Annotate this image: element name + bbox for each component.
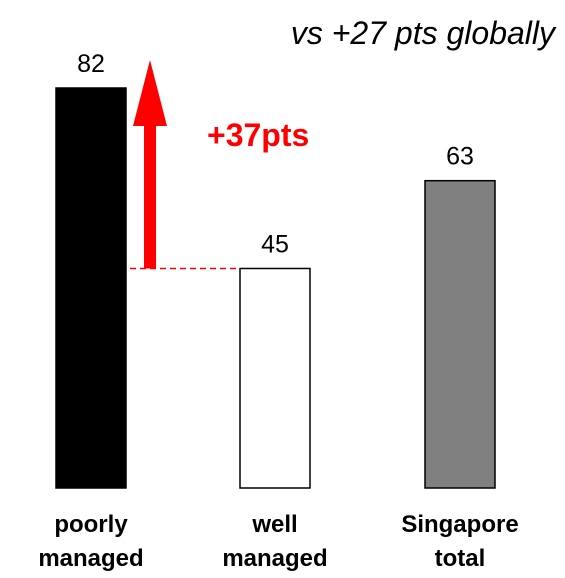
connector-layer (130, 60, 240, 270)
value-label-2: 63 (446, 143, 474, 171)
bar-1 (239, 267, 311, 489)
bars-layer (55, 87, 496, 489)
comparison-note: vs +27 pts globally (291, 15, 557, 51)
category-label-1-1: managed (222, 545, 327, 572)
difference-arrow-shaft (144, 102, 156, 269)
category-label-2-0: Singapore (401, 511, 518, 538)
difference-arrow-head (133, 60, 167, 126)
value-label-0: 82 (77, 50, 105, 78)
category-label-1-0: well (251, 511, 297, 538)
bar-2 (424, 179, 496, 489)
bar-0 (55, 87, 127, 489)
category-label-2-1: total (435, 545, 486, 572)
difference-label: +37pts (207, 117, 309, 153)
value-label-1: 45 (261, 230, 289, 258)
category-labels-layer: poorly managed well managed Singapore total (38, 511, 518, 572)
value-labels-layer: 82 45 63 (77, 50, 474, 258)
category-label-0-1: managed (38, 545, 143, 572)
category-label-0-0: poorly (54, 511, 128, 538)
